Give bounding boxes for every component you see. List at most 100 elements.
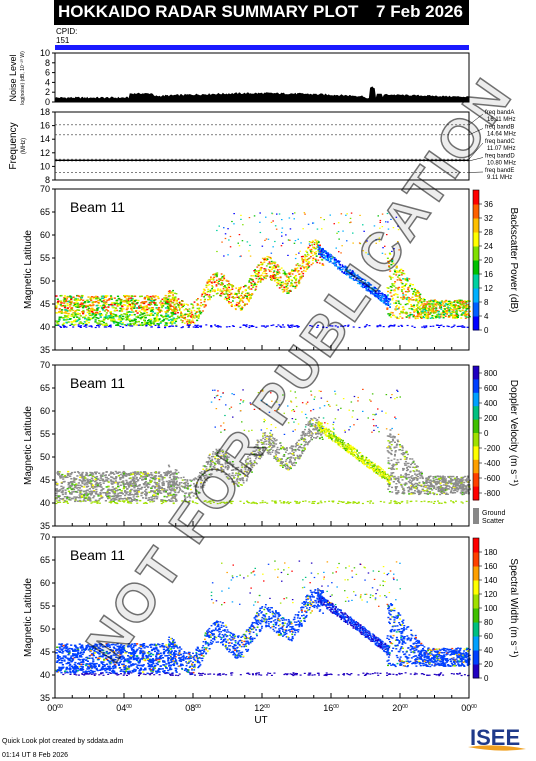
data-cell (132, 311, 135, 313)
data-cell (127, 315, 130, 317)
data-cell (155, 307, 158, 310)
data-cell (102, 307, 105, 309)
data-cell (70, 307, 73, 310)
data-cell (311, 250, 314, 253)
data-cell (379, 325, 382, 327)
data-cell (373, 286, 375, 288)
data-cell (388, 265, 390, 267)
data-cell (295, 253, 297, 256)
data-cell (347, 273, 349, 275)
data-cell (190, 320, 193, 322)
data-cell (189, 479, 191, 481)
data-cell (243, 304, 246, 306)
data-cell (200, 295, 203, 297)
data-cell (200, 481, 203, 484)
data-cell (209, 460, 212, 462)
data-cell (125, 493, 128, 495)
data-cell (112, 481, 115, 483)
data-cell (215, 325, 218, 327)
data-cell (111, 480, 114, 483)
data-cell (162, 481, 165, 483)
data-cell (458, 306, 461, 308)
data-cell (154, 475, 157, 477)
data-cell (218, 452, 221, 454)
data-cell (125, 295, 129, 297)
data-cell (88, 325, 91, 327)
data-cell (349, 222, 351, 224)
data-cell (137, 307, 140, 309)
data-cell (136, 479, 140, 482)
data-cell (261, 272, 264, 274)
data-cell (256, 439, 259, 441)
data-cell (208, 284, 211, 286)
data-cell (456, 325, 459, 328)
data-cell (358, 242, 361, 244)
data-cell (63, 306, 67, 309)
data-cell (148, 319, 151, 321)
frequency-band-name: freq bandD (485, 154, 515, 160)
data-cell (279, 464, 282, 467)
data-cell (346, 272, 349, 275)
data-cell (100, 489, 103, 491)
data-cell (174, 299, 177, 301)
data-cell (116, 324, 119, 326)
data-cell (55, 488, 58, 490)
data-cell (82, 309, 85, 312)
data-cell (327, 254, 330, 256)
data-cell (425, 326, 428, 328)
data-cell (85, 306, 88, 308)
data-cell (390, 311, 393, 314)
data-cell (74, 311, 77, 313)
data-cell (240, 297, 243, 300)
data-cell (379, 297, 382, 299)
data-cell (412, 299, 415, 301)
data-cell (354, 274, 357, 276)
data-cell (82, 323, 85, 325)
data-cell (378, 292, 380, 294)
data-cell (240, 469, 243, 471)
data-cell (178, 483, 181, 485)
data-cell (400, 289, 403, 291)
data-cell (213, 276, 215, 278)
frequency-band-value: 10.80 MHz (487, 161, 516, 167)
data-cell (228, 239, 230, 241)
data-cell (85, 496, 88, 499)
data-cell (287, 453, 290, 455)
data-cell (163, 297, 166, 299)
data-cell (269, 453, 272, 455)
data-cell (290, 282, 293, 285)
data-cell (368, 284, 370, 286)
data-cell (116, 483, 119, 485)
data-cell (91, 479, 95, 482)
data-cell (430, 301, 433, 303)
data-cell (329, 214, 331, 216)
data-cell (76, 303, 79, 305)
data-cell (380, 296, 383, 298)
data-cell (203, 476, 206, 479)
data-cell (233, 297, 236, 299)
data-cell (161, 476, 164, 478)
data-cell (371, 291, 373, 293)
data-cell (387, 221, 389, 223)
data-cell (210, 278, 212, 280)
data-cell (333, 258, 336, 260)
data-cell (158, 302, 162, 304)
data-cell (334, 325, 337, 327)
data-cell (116, 323, 119, 325)
data-cell (435, 324, 438, 326)
data-cell (100, 486, 103, 488)
data-cell (219, 288, 222, 291)
data-cell (152, 485, 155, 487)
data-cell (78, 494, 81, 496)
data-cell (111, 302, 114, 304)
data-cell (56, 298, 59, 300)
data-cell (156, 318, 159, 320)
data-cell (82, 299, 85, 302)
data-cell (99, 320, 102, 323)
data-cell (208, 468, 211, 470)
data-cell (398, 313, 401, 315)
data-cell (260, 439, 263, 441)
noise-ysub: log(noise) (dB, 10⁻²⁰ W) (20, 51, 26, 105)
data-cell (227, 298, 229, 301)
data-cell (427, 310, 430, 312)
